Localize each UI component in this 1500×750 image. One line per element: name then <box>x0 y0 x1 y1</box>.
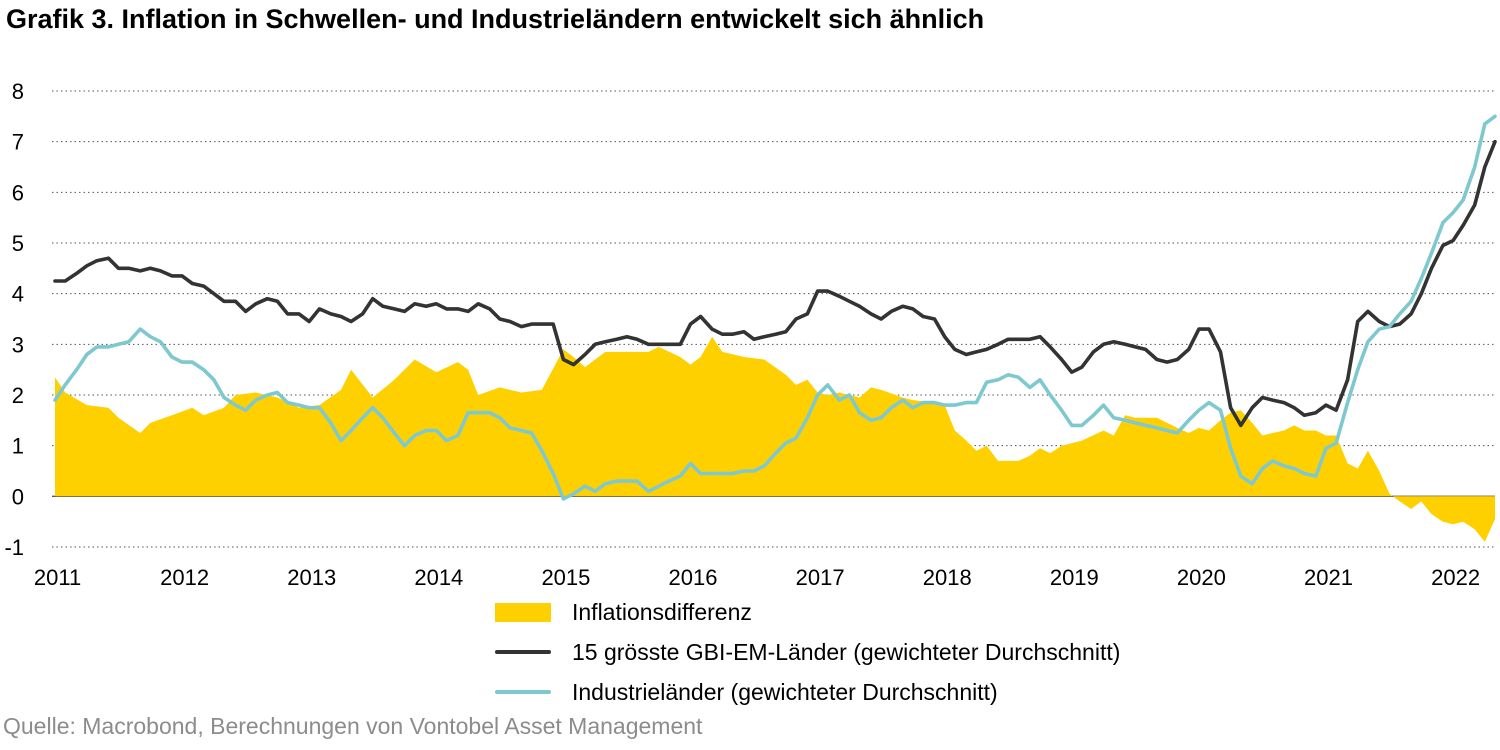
y-tick-label: 3 <box>12 332 24 357</box>
x-axis-ticks: 2011 2012 2013 2014 2015 2016 2017 2018 2019 2020… <box>34 565 1480 590</box>
x-tick-label: 2022 <box>1431 565 1480 590</box>
area-layer <box>55 336 1495 542</box>
x-tick-label: 2018 <box>923 565 972 590</box>
y-tick-label: 7 <box>12 130 24 155</box>
legend-swatch-dm <box>495 690 551 694</box>
x-tick-label: 2014 <box>414 565 463 590</box>
x-tick-label: 2012 <box>160 565 209 590</box>
y-tick-label: 6 <box>12 180 24 205</box>
x-tick-label: 2021 <box>1304 565 1353 590</box>
x-tick-label: 2011 <box>34 565 81 590</box>
chart-title: Grafik 3. Inflation in Schwellen- und In… <box>6 4 985 34</box>
x-tick-label: 2017 <box>796 565 845 590</box>
legend-item-inflationsdifferenz: Inflationsdifferenz <box>495 592 1120 632</box>
y-tick-label: 0 <box>12 484 24 509</box>
source-note: Quelle: Macrobond, Berechnungen von Vont… <box>3 713 703 739</box>
legend-swatch-em <box>495 650 551 654</box>
series-line-em <box>53 139 1497 428</box>
legend-label-dm: Industrieländer (gewichteter Durchschnit… <box>572 678 998 705</box>
legend: Inflationsdifferenz 15 grösste GBI-EM-Lä… <box>495 592 1120 712</box>
x-tick-label: 2020 <box>1177 565 1226 590</box>
legend-swatch-diff <box>495 602 551 622</box>
legend-label-diff: Inflationsdifferenz <box>572 598 752 625</box>
x-tick-label: 2015 <box>541 565 590 590</box>
x-tick-label: 2019 <box>1050 565 1099 590</box>
y-tick-label: -1 <box>4 535 24 560</box>
series-line-dm <box>53 114 1497 501</box>
series-area-inflationsdifferenz <box>55 336 1495 542</box>
x-tick-label: 2013 <box>287 565 336 590</box>
line-layer <box>53 114 1497 501</box>
y-tick-label: 1 <box>12 434 24 459</box>
x-tick-label: 2016 <box>669 565 718 590</box>
legend-label-em: 15 grösste GBI-EM-Länder (gewichteter Du… <box>572 638 1121 665</box>
legend-item-em: 15 grösste GBI-EM-Länder (gewichteter Du… <box>495 632 1120 672</box>
y-axis-ticks: -1 0 1 2 3 4 5 6 7 8 <box>4 79 24 560</box>
y-tick-label: 2 <box>12 383 24 408</box>
y-tick-label: 4 <box>12 282 24 307</box>
legend-item-dm: Industrieländer (gewichteter Durchschnit… <box>495 672 1120 712</box>
y-tick-label: 8 <box>12 79 24 104</box>
chart-plot: -1 0 1 2 3 4 5 6 7 8 2011 2012 2013 2014 2015 2016 2017… <box>4 79 1497 590</box>
y-tick-label: 5 <box>12 231 24 256</box>
